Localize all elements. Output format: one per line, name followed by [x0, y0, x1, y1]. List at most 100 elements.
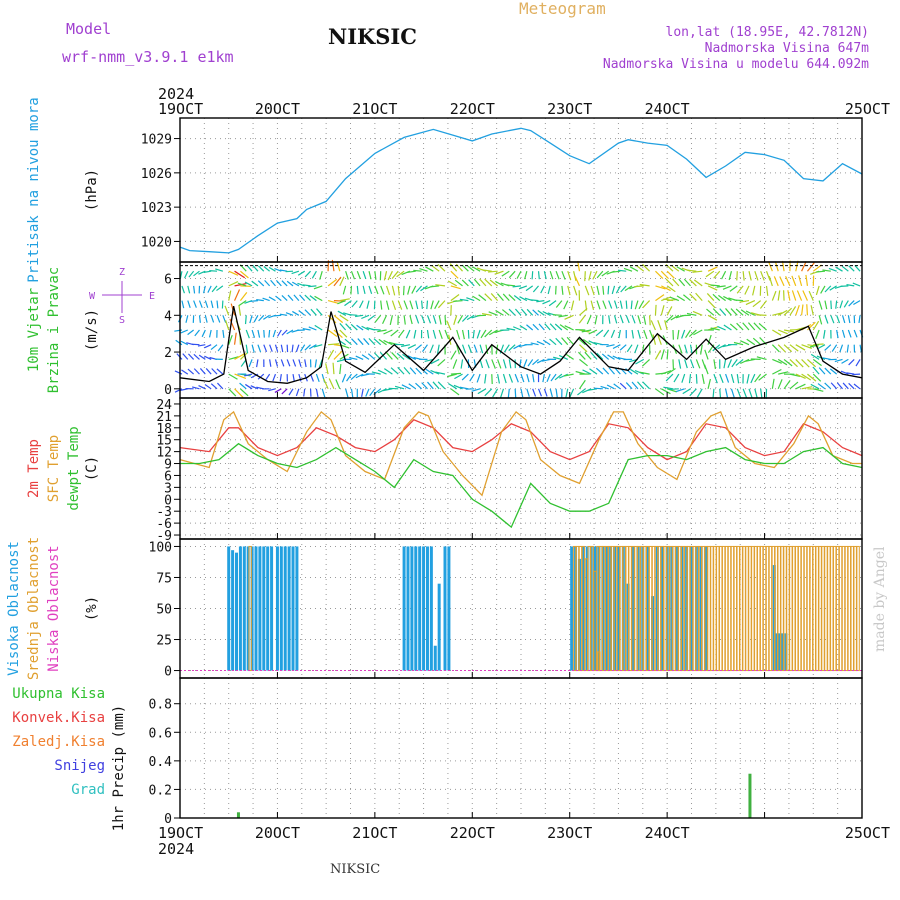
wind-arrow	[817, 383, 826, 390]
wind-arrow	[712, 308, 721, 316]
wind-arrow	[198, 354, 206, 360]
wind-arrow	[810, 353, 820, 360]
bar	[283, 546, 287, 671]
wind-arrow	[328, 378, 335, 390]
bar	[414, 546, 418, 671]
bar	[406, 546, 410, 671]
wind-arrow	[222, 329, 225, 338]
wind-arrow	[279, 313, 288, 316]
wind-arrow	[328, 343, 340, 346]
bar	[422, 546, 426, 671]
wind-arrow	[339, 364, 342, 375]
wind-arrow	[615, 285, 621, 294]
wind-arrow	[600, 385, 609, 390]
wind-arrow	[257, 280, 265, 287]
wind-arrow	[842, 382, 849, 390]
bar	[235, 552, 239, 671]
bar	[856, 545, 860, 672]
wind-arrow	[495, 309, 504, 316]
wind-arrow	[592, 270, 598, 280]
wind-arrow	[606, 384, 615, 390]
wind-arrow	[384, 368, 393, 375]
wind-arrow	[473, 344, 478, 353]
wind-arrow	[367, 353, 376, 360]
wind-arrow	[449, 263, 458, 272]
wind-arrow	[516, 270, 522, 279]
wind-arrow	[625, 382, 633, 390]
wind-arrow	[661, 388, 671, 395]
wind-arrow	[552, 314, 562, 316]
wind-arrow	[446, 373, 457, 378]
wind-arrow	[268, 329, 271, 338]
wind-arrow	[669, 296, 680, 302]
wind-arrow	[542, 310, 551, 316]
wind-arrow	[444, 329, 450, 340]
wind-arrow	[637, 381, 645, 390]
wind-arrow	[603, 329, 610, 338]
wind-arrow	[740, 309, 750, 316]
wind-arrow	[210, 344, 218, 351]
wind-arrow	[508, 344, 516, 352]
wind-arrow	[228, 281, 239, 287]
wind-arrow	[765, 270, 771, 281]
wind-arrow	[378, 338, 387, 346]
wind-arrow	[476, 373, 481, 383]
wind-arrow	[508, 270, 516, 279]
wind-arrow	[181, 369, 189, 375]
wind-arrow	[544, 323, 551, 331]
y-tick-label: 2	[164, 346, 172, 361]
bar	[713, 545, 717, 672]
wind-arrow	[663, 386, 674, 390]
bar	[266, 546, 270, 671]
wind-arrow	[783, 307, 793, 316]
wind-arrow	[731, 359, 738, 368]
wind-arrow	[207, 285, 212, 293]
wind-arrow	[530, 342, 539, 346]
y-tick-label: 4	[164, 309, 172, 324]
wind-arrow	[707, 334, 712, 345]
compass-west: W	[89, 291, 96, 302]
wind-arrow	[654, 304, 657, 316]
wind-arrow	[564, 325, 574, 331]
wind-arrow	[407, 344, 417, 350]
wind-arrow	[233, 332, 237, 345]
wind-arrow	[729, 285, 738, 292]
wind-arrow	[526, 373, 530, 383]
wind-arrow	[339, 276, 345, 287]
wind-arrow	[304, 294, 311, 302]
wind-arrow	[841, 265, 849, 272]
bar	[678, 545, 682, 672]
bar	[830, 545, 834, 672]
wind-arrow	[275, 295, 282, 302]
wind-arrow	[185, 315, 189, 323]
bar	[669, 545, 673, 672]
wind-arrow	[688, 374, 692, 384]
y-tick-label: 50	[156, 603, 172, 618]
wind-arrow	[382, 315, 388, 325]
bar	[701, 545, 705, 672]
wind-arrow	[684, 344, 688, 354]
wind-arrow	[202, 285, 206, 294]
wind-arrow	[723, 324, 732, 331]
bar	[610, 545, 615, 672]
wind-arrow	[350, 323, 358, 331]
wind-arrow	[244, 315, 247, 325]
wind-arrow	[277, 329, 282, 337]
wind-arrow	[596, 270, 604, 279]
bar	[748, 545, 752, 672]
bottom-day-label: 21OCT	[352, 824, 397, 842]
wind-arrow	[461, 264, 469, 272]
wind-arrow	[683, 278, 691, 287]
wind-arrow	[707, 266, 718, 272]
wind-arrow	[565, 353, 574, 360]
wind-arrow	[506, 284, 516, 287]
wind-arrow	[824, 300, 828, 310]
wind-arrow	[808, 290, 814, 301]
bar	[759, 545, 764, 672]
wind-arrow	[578, 314, 586, 324]
wind-arrow	[520, 373, 525, 383]
wind-arrow	[479, 344, 484, 354]
wind-arrow	[655, 270, 664, 279]
bar	[792, 545, 796, 672]
wind-arrow	[239, 382, 247, 390]
